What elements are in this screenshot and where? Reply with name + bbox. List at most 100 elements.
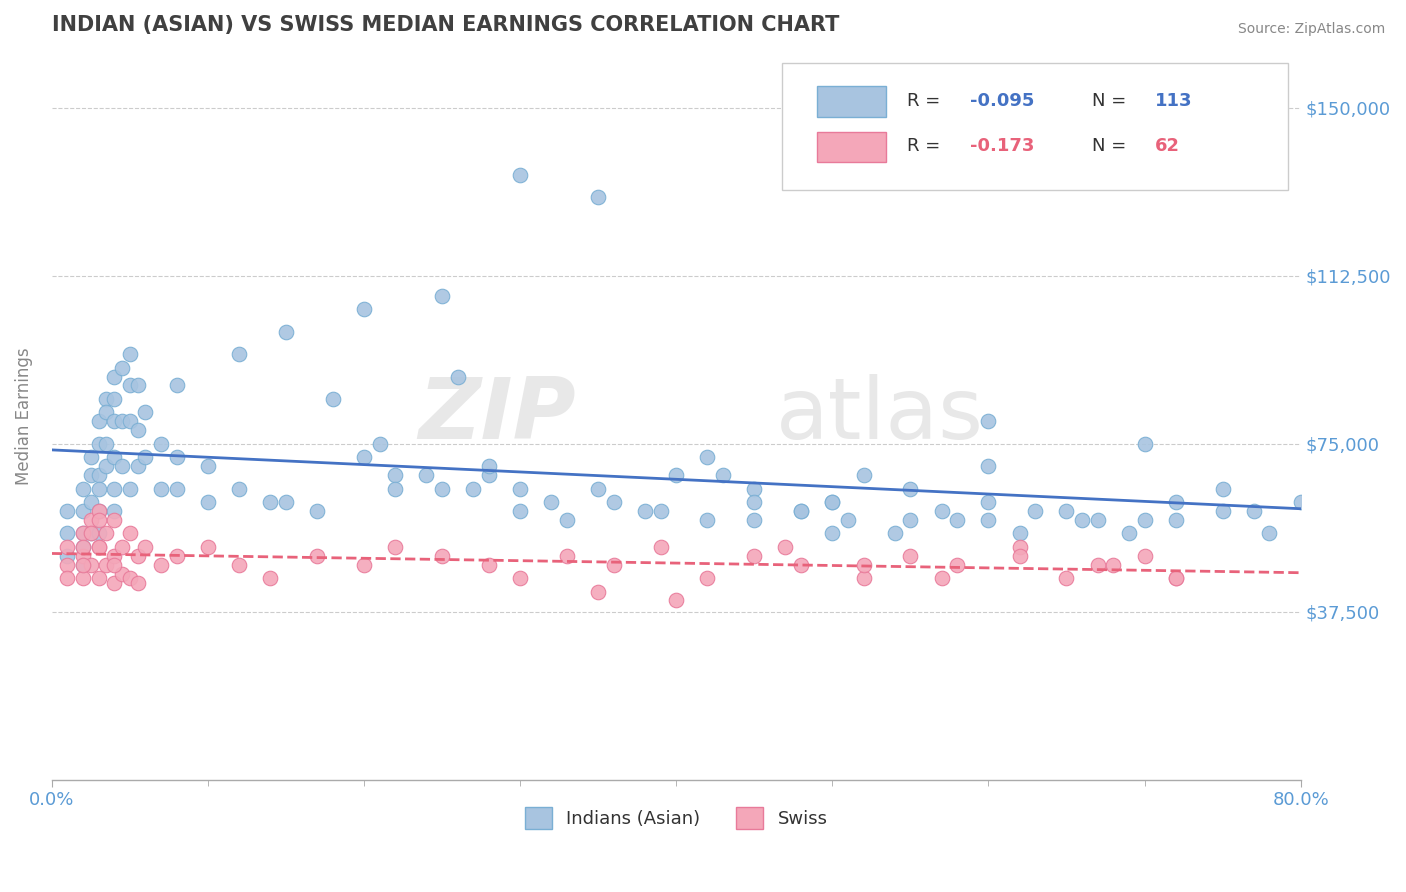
Point <box>127 378 149 392</box>
FancyBboxPatch shape <box>817 132 886 162</box>
Point <box>790 504 813 518</box>
Point <box>72 558 94 572</box>
Point <box>80 495 103 509</box>
Point <box>353 302 375 317</box>
Point <box>87 504 110 518</box>
Point <box>72 504 94 518</box>
Point <box>1024 504 1046 518</box>
Point <box>87 540 110 554</box>
Point <box>103 450 125 465</box>
Text: 113: 113 <box>1154 92 1192 110</box>
Point <box>1008 549 1031 563</box>
Point <box>1071 513 1094 527</box>
Point <box>852 571 875 585</box>
Point <box>80 450 103 465</box>
Point <box>586 584 609 599</box>
Point <box>127 575 149 590</box>
Point <box>430 482 453 496</box>
Point <box>1133 436 1156 450</box>
Point <box>603 558 626 572</box>
Point <box>80 558 103 572</box>
Point <box>118 571 141 585</box>
Point <box>127 423 149 437</box>
Point <box>72 571 94 585</box>
Point <box>977 495 1000 509</box>
Text: N =: N = <box>1092 92 1132 110</box>
Point <box>1212 504 1234 518</box>
Point <box>931 571 953 585</box>
Point <box>166 378 188 392</box>
Point <box>540 495 562 509</box>
Point <box>56 504 79 518</box>
Point <box>696 513 718 527</box>
Point <box>87 504 110 518</box>
Point <box>946 513 969 527</box>
Point <box>946 558 969 572</box>
Point <box>103 414 125 428</box>
Point <box>197 495 219 509</box>
Point <box>150 482 173 496</box>
Point <box>87 540 110 554</box>
Point <box>742 549 765 563</box>
Point <box>711 468 734 483</box>
Point <box>72 482 94 496</box>
Point <box>96 405 118 419</box>
Point <box>775 540 797 554</box>
Point <box>307 504 329 518</box>
Point <box>898 549 921 563</box>
Point <box>931 504 953 518</box>
Point <box>384 468 406 483</box>
Point <box>790 558 813 572</box>
Point <box>1008 526 1031 541</box>
Point <box>1164 571 1187 585</box>
Point <box>555 549 578 563</box>
Point <box>259 571 281 585</box>
Point <box>197 459 219 474</box>
Point <box>111 414 134 428</box>
Point <box>166 450 188 465</box>
Point <box>665 593 688 607</box>
Point <box>134 405 156 419</box>
Point <box>430 549 453 563</box>
Point <box>821 495 844 509</box>
Point <box>80 513 103 527</box>
Point <box>821 526 844 541</box>
FancyBboxPatch shape <box>782 62 1288 190</box>
Point <box>103 482 125 496</box>
Point <box>353 558 375 572</box>
Point <box>103 392 125 406</box>
Point <box>96 558 118 572</box>
Point <box>696 571 718 585</box>
Point <box>111 459 134 474</box>
Point <box>977 513 1000 527</box>
Point <box>1087 558 1109 572</box>
Point <box>883 526 905 541</box>
Point <box>1243 504 1265 518</box>
Point <box>72 540 94 554</box>
Point <box>259 495 281 509</box>
Point <box>1212 482 1234 496</box>
Point <box>603 495 626 509</box>
Point <box>228 482 250 496</box>
Text: -0.095: -0.095 <box>970 92 1033 110</box>
Point <box>650 540 672 554</box>
Point <box>111 360 134 375</box>
Point <box>228 347 250 361</box>
Point <box>1133 513 1156 527</box>
Point <box>96 436 118 450</box>
Point <box>118 378 141 392</box>
Point <box>430 289 453 303</box>
Point <box>1008 540 1031 554</box>
Point <box>586 190 609 204</box>
Legend: Indians (Asian), Swiss: Indians (Asian), Swiss <box>517 799 835 836</box>
Point <box>87 414 110 428</box>
Point <box>742 513 765 527</box>
Point <box>111 540 134 554</box>
Point <box>509 571 531 585</box>
Point <box>87 468 110 483</box>
Point <box>1164 571 1187 585</box>
Point <box>134 450 156 465</box>
Point <box>555 513 578 527</box>
Point <box>509 504 531 518</box>
Text: Source: ZipAtlas.com: Source: ZipAtlas.com <box>1237 22 1385 37</box>
